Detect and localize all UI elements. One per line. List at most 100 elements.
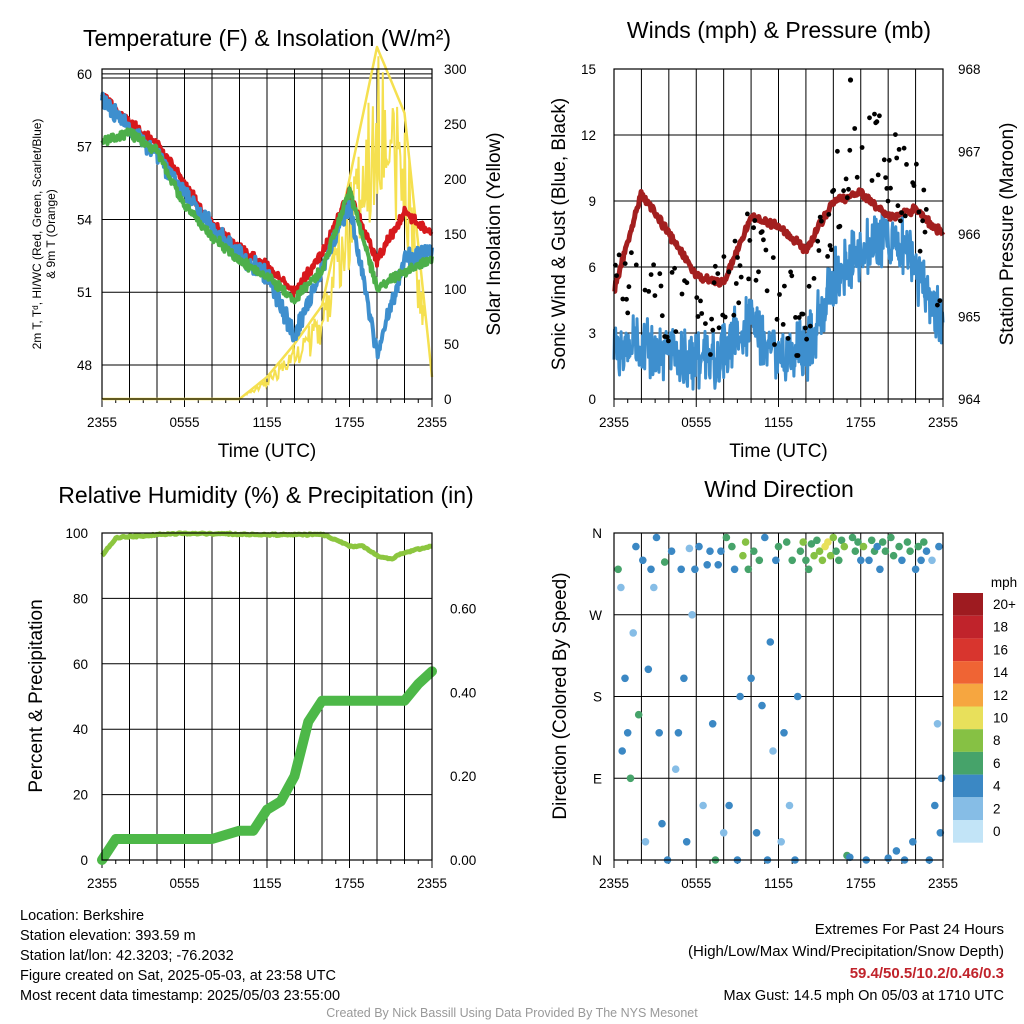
wind-direction-point — [937, 774, 946, 783]
extremes-box: Extremes For Past 24 Hours (High/Low/Max… — [688, 919, 1004, 1007]
wind-direction-point — [824, 538, 832, 546]
y-left-tick-label: 0 — [80, 853, 88, 868]
gust-point — [807, 323, 813, 329]
gust-point — [772, 342, 777, 347]
y-right-tick-label: 968 — [958, 62, 981, 77]
y-right-tick-label: 300 — [444, 62, 467, 77]
x-tick-label: 2355 — [599, 415, 629, 430]
legend-swatch — [953, 683, 983, 707]
gust-point — [831, 187, 837, 193]
speed-legend: mph 20+ 18 16 14 12 10 8 6 4 2 0 — [953, 575, 1017, 843]
gust-point — [721, 254, 727, 259]
wind-direction-point — [714, 561, 722, 569]
wind-direction-point — [629, 629, 637, 637]
legend-label: 2 — [993, 801, 1001, 816]
gust-point — [733, 281, 739, 286]
gust-point — [800, 311, 806, 317]
y-left-tick-label: N — [592, 526, 602, 541]
extremes-subtitle: (High/Low/Max Wind/Precipitation/Snow De… — [688, 943, 1004, 960]
legend-swatch — [953, 638, 983, 662]
gust-point — [747, 238, 753, 243]
wind-direction-point — [755, 556, 764, 565]
plot-frame — [613, 68, 944, 400]
wind-direction-point — [644, 665, 653, 674]
gust-point — [633, 262, 639, 268]
y-left-tick-label: N — [592, 853, 602, 868]
station-info: Location: Berkshire Station elevation: 3… — [20, 906, 340, 1006]
wind-direction-point — [671, 765, 680, 773]
gust-point — [796, 315, 802, 320]
y-left-tick-label: 20 — [73, 788, 88, 803]
y-left-tick-label: 48 — [77, 358, 92, 373]
wind-direction-point — [903, 538, 912, 546]
gust-point — [874, 119, 880, 125]
gust-point — [844, 195, 850, 201]
gust-point — [698, 298, 703, 304]
gust-point — [764, 288, 770, 294]
gust-point — [859, 145, 865, 150]
y-left-axis-label: Sonic Wind & Gust (Blue, Black) — [549, 98, 570, 370]
plot-frame — [613, 532, 944, 861]
gust-point — [780, 322, 786, 327]
y-left-tick-label: 15 — [581, 62, 596, 77]
legend-label: 18 — [993, 620, 1008, 635]
gust-point — [669, 270, 675, 275]
x-tick-label: 1155 — [252, 415, 281, 430]
gust-point — [806, 283, 812, 289]
gust-point — [902, 213, 908, 219]
y-right-tick-label: 100 — [444, 282, 467, 297]
gust-point — [751, 225, 756, 231]
legend-swatch — [953, 615, 983, 639]
y-left-tick-label: S — [593, 690, 602, 705]
x-tick-label: 1155 — [764, 876, 793, 891]
chart-title: Relative Humidity (%) & Precipitation (i… — [58, 482, 473, 508]
gust-point — [712, 263, 718, 269]
max-gust-point — [847, 77, 854, 83]
wind-direction-point — [840, 542, 849, 551]
gust-point — [854, 174, 860, 180]
wind-direction-point — [914, 542, 923, 551]
gust-point — [911, 183, 917, 189]
chart-panel-3: Relative Humidity (%) & Precipitation (i… — [26, 482, 476, 891]
gust-point — [731, 312, 737, 318]
wind-direction-point — [810, 551, 818, 560]
gust-point — [642, 287, 648, 293]
wind-direction-point — [873, 542, 881, 551]
gust-point — [646, 289, 652, 294]
gust-point — [745, 211, 750, 217]
wind-direction-point — [859, 542, 868, 551]
gust-point — [935, 302, 940, 308]
gust-point — [795, 353, 801, 358]
gust-point — [904, 162, 909, 167]
gust-point — [711, 280, 717, 286]
legend-title: mph — [991, 575, 1017, 590]
wind-direction-point — [865, 556, 873, 565]
gust-point — [852, 126, 858, 131]
wind-direction-point — [909, 838, 917, 846]
gust-point — [901, 145, 907, 151]
y-right-tick-label: 250 — [444, 117, 467, 132]
legend-swatch — [953, 797, 983, 820]
legend-label: 8 — [993, 733, 1001, 748]
y-left-axis-label-line2: & 9m T (Orange) — [44, 189, 58, 279]
wind-direction-point — [634, 710, 643, 719]
wind-direction-point — [766, 638, 775, 646]
wind-direction-point — [632, 542, 640, 551]
gust-point — [614, 273, 619, 278]
gust-point — [620, 296, 626, 302]
legend-label: 4 — [993, 779, 1001, 794]
legend-swatch — [953, 774, 983, 798]
wind-direction-point — [772, 556, 780, 565]
extremes-title: Extremes For Past 24 Hours — [814, 921, 1004, 938]
gust-point — [746, 276, 751, 282]
gust-point — [923, 207, 929, 212]
wind-direction-point — [878, 538, 887, 546]
gust-point — [695, 314, 701, 319]
y-left-tick-label: 100 — [65, 526, 88, 541]
gust-point — [826, 212, 832, 217]
gust-point — [819, 218, 824, 224]
gust-point — [657, 271, 663, 277]
wind-direction-point — [832, 547, 840, 555]
gust-point — [867, 115, 872, 121]
y-right-tick-label: 966 — [958, 227, 981, 242]
